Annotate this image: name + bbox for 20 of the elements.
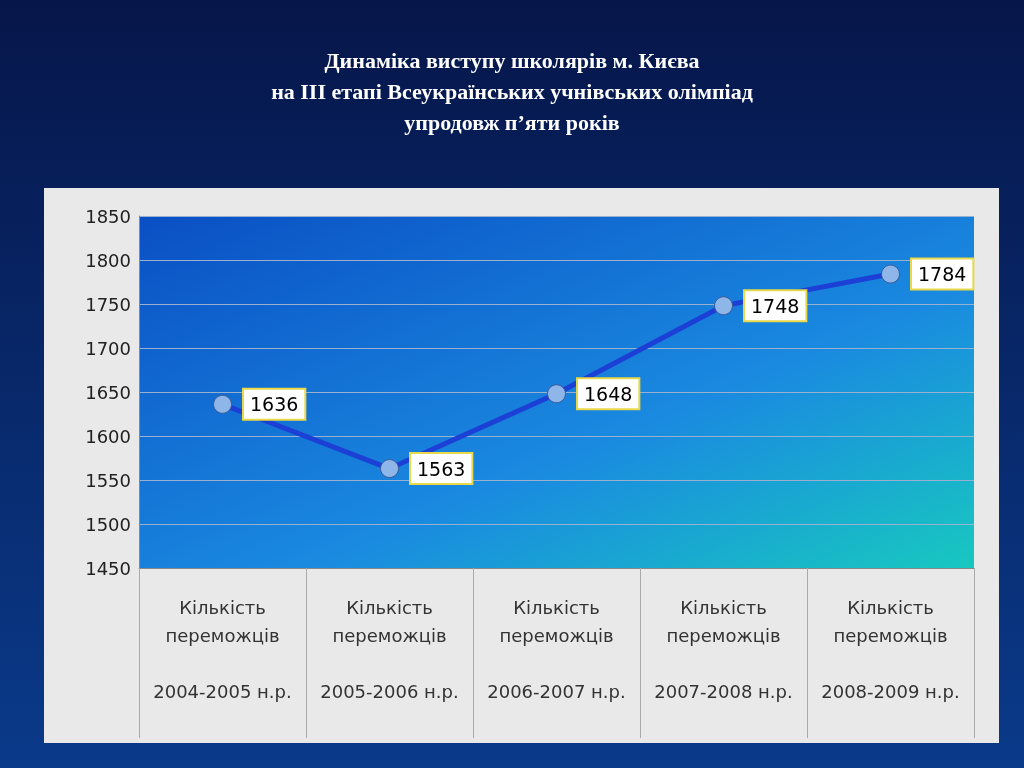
y-tick-label: 1700 [85, 337, 131, 359]
y-tick-label: 1800 [85, 249, 131, 271]
data-label: 1784 [918, 263, 967, 286]
category-label: Кількість переможців 2005-2006 н.р. [320, 596, 459, 702]
y-tick-label: 1550 [85, 469, 131, 491]
category-label: Кількість переможців 2004-2005 н.р. [153, 596, 292, 702]
data-label: 1748 [751, 294, 800, 317]
data-label: 1563 [417, 457, 466, 480]
y-tick-label: 1450 [85, 557, 131, 579]
category-label: Кількість переможців 2008-2009 н.р. [821, 596, 960, 702]
y-tick-label: 1750 [85, 293, 131, 315]
category-label: Кількість переможців 2006-2007 н.р. [487, 596, 626, 702]
y-tick-label: 1500 [85, 513, 131, 535]
data-label: 1648 [584, 382, 633, 405]
y-tick-label: 1850 [85, 205, 131, 227]
y-tick-label: 1600 [85, 425, 131, 447]
data-label: 1636 [250, 393, 299, 416]
y-tick-label: 1650 [85, 381, 131, 403]
category-label: Кількість переможців 2007-2008 н.р. [654, 596, 793, 702]
chart-title: Динаміка виступу школярів м. Києва на III етапі Всеукраїнських учнівських олімпіад упродовж п’яти років [270, 47, 754, 137]
